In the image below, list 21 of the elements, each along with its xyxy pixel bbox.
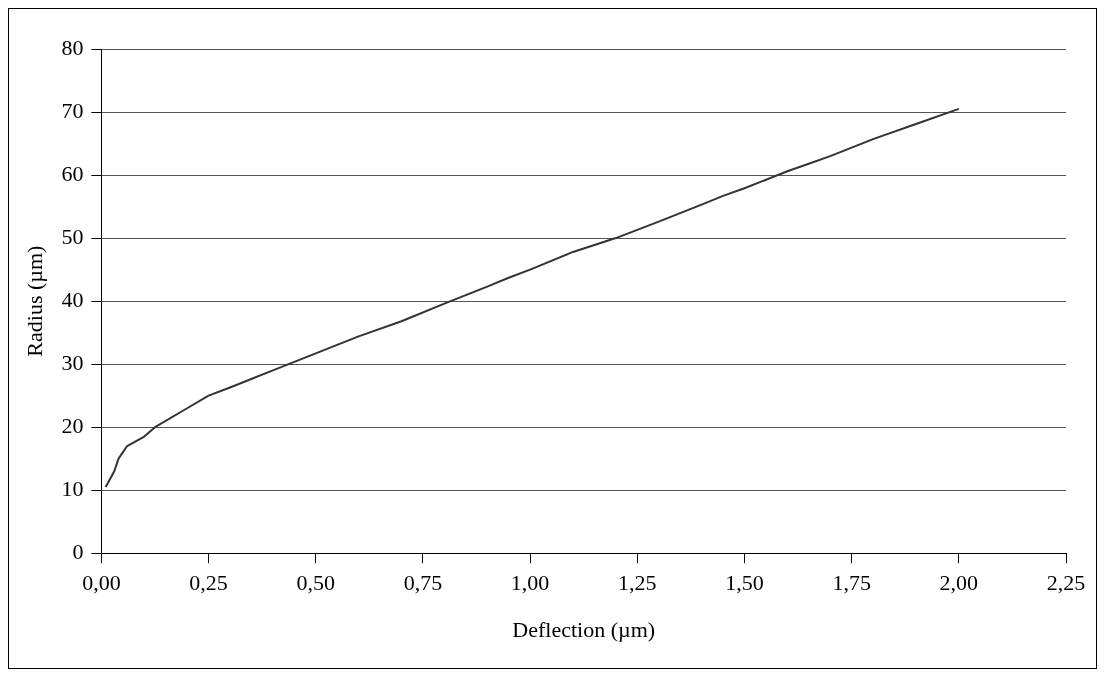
x-tick-label: 2,00 [939,570,979,596]
y-tick-label: 0 [72,538,84,564]
x-tick-label: 1,50 [725,570,764,596]
x-axis-title: Deflection (µm) [512,616,656,642]
y-tick-label: 10 [61,475,84,501]
y-tick-label: 50 [61,223,84,249]
y-tick-label: 40 [61,286,84,312]
x-tick-label: 0,75 [403,570,443,596]
y-tick-label: 60 [61,160,84,186]
x-tick-label: 1,00 [510,570,550,596]
x-tick-label: 2,25 [1046,570,1086,596]
y-tick-label: 70 [61,97,84,123]
x-tick-label: 0,00 [82,570,121,596]
x-tick-label: 0,25 [189,570,228,596]
y-axis-title: Radius (µm) [21,245,47,357]
x-tick-label: 1,25 [618,570,657,596]
x-tick-label: 1,75 [832,570,871,596]
y-tick-label: 80 [61,34,84,60]
y-tick-label: 20 [61,412,84,438]
y-tick-label: 30 [61,349,84,375]
x-tick-label: 0,50 [296,570,336,596]
